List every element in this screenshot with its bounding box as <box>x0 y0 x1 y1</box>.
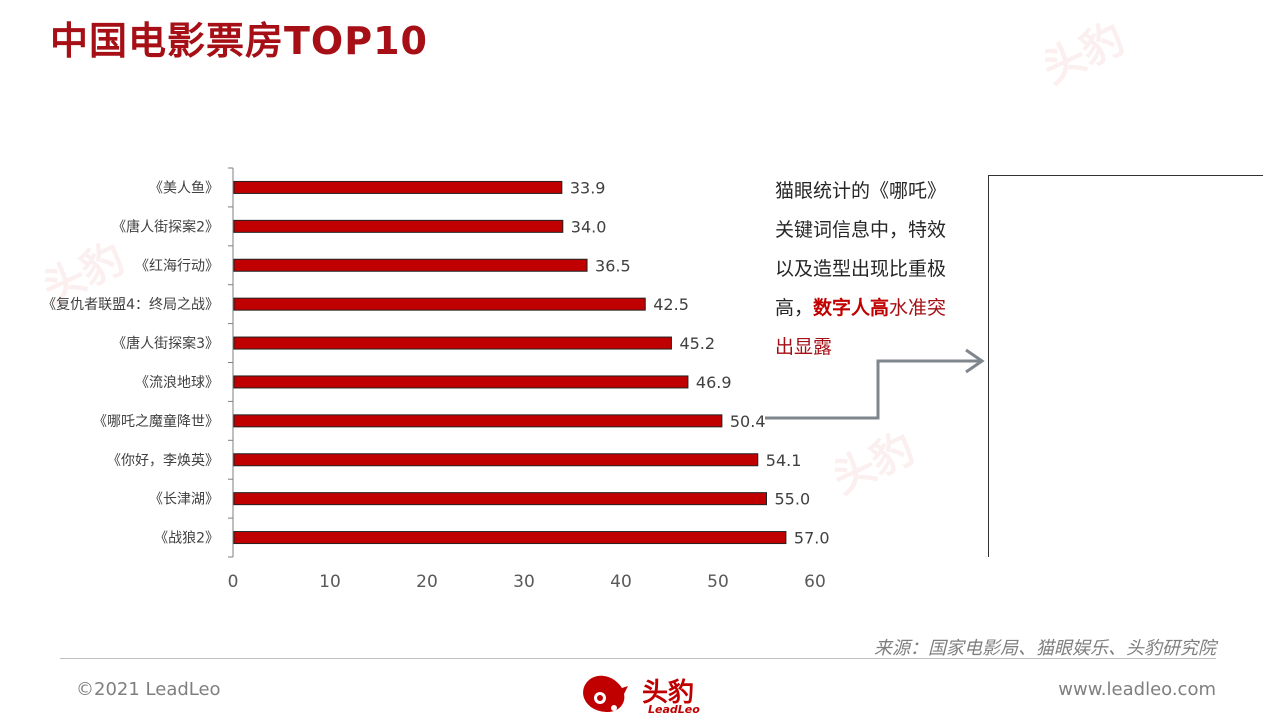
data-label: 45.2 <box>679 334 715 353</box>
bar <box>233 531 787 545</box>
x-tick-label: 40 <box>610 572 632 592</box>
copyright: ©2021 LeadLeo <box>76 679 221 700</box>
logo-text: 头豹 <box>642 678 695 708</box>
treemap-cell: 制作优秀 <box>1187 443 1263 557</box>
category-label: 《长津湖》 <box>149 492 219 508</box>
x-tick-label: 10 <box>319 572 341 592</box>
bar <box>233 180 563 194</box>
x-tick-label: 20 <box>416 572 438 592</box>
bar <box>233 414 723 428</box>
treemap-cell: 画面唯美 <box>989 443 1099 557</box>
data-label: 54.1 <box>766 451 802 470</box>
category-label: 《唐人街探案2》 <box>112 218 219 235</box>
data-label: 50.4 <box>730 412 766 431</box>
note-part3: 水准突出显露 <box>775 297 947 358</box>
bar <box>233 375 689 389</box>
page-title: 中国电影票房TOP10 <box>50 19 428 63</box>
footer-divider <box>60 658 1216 659</box>
data-label: 33.9 <box>570 178 606 197</box>
leadleo-logo-icon <box>583 675 628 712</box>
category-label: 《复仇者联盟4：终局之战》 <box>42 296 219 313</box>
category-label: 《你好，李焕英》 <box>107 452 219 469</box>
data-label: 57.0 <box>794 529 830 548</box>
x-tick-label: 60 <box>804 572 826 592</box>
bar <box>233 453 759 467</box>
bar <box>233 297 646 311</box>
treemap-cell: 水准高 <box>1081 176 1172 321</box>
category-label: 《哪吒之魔童降世》 <box>93 413 219 430</box>
source-note: 来源：国家电影局、猫眼娱乐、头豹研究院 <box>874 638 1216 659</box>
data-label: 36.5 <box>595 256 631 275</box>
keyword-treemap: 特效不错 水准高 效果好 造型逼真 创意不错 音效完美 画面唯美 结构清晰 制作… <box>988 175 1263 557</box>
note-part1: 猫眼统计的《哪吒》关键词信息中，特效以及造型出现比重极高， <box>775 180 947 319</box>
category-label: 《流浪地球》 <box>135 375 219 391</box>
category-label: 《战狼2》 <box>154 531 219 547</box>
bar <box>233 492 767 506</box>
x-tick-label: 30 <box>513 572 535 592</box>
bar <box>233 258 588 272</box>
data-label: 34.0 <box>571 217 607 236</box>
bar <box>233 336 672 350</box>
x-tick-label: 50 <box>707 572 729 592</box>
category-label: 《美人鱼》 <box>149 179 219 196</box>
treemap-cell: 创意不错 <box>1099 321 1181 443</box>
website-link[interactable]: www.leadleo.com <box>1058 679 1216 700</box>
treemap-cell: 特效不错 <box>989 176 1081 321</box>
data-label: 46.9 <box>696 373 732 392</box>
treemap-cell: 音效完美 <box>1181 321 1263 443</box>
category-label: 《红海行动》 <box>135 258 219 274</box>
treemap-cell: 造型逼真 <box>989 321 1099 443</box>
treemap-cell: 结构清晰 <box>1099 443 1187 557</box>
data-label: 55.0 <box>775 490 811 509</box>
treemap-cell: 效果好 <box>1172 176 1263 321</box>
x-tick-label: 0 <box>228 572 239 592</box>
category-label: 《唐人街探案3》 <box>112 335 219 352</box>
data-label: 42.5 <box>653 295 689 314</box>
logo-subtext: LeadLeo <box>648 703 700 716</box>
bar <box>233 219 564 233</box>
note-text: 猫眼统计的《哪吒》关键词信息中，特效以及造型出现比重极高，数字人高水准突出显露 <box>775 172 960 367</box>
note-part2: 数字人高 <box>813 297 890 319</box>
